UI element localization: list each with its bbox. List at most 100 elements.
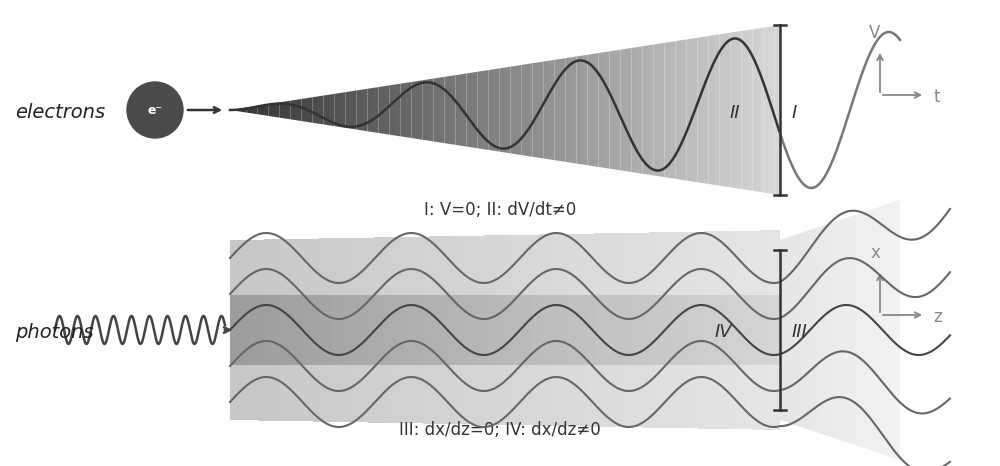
Polygon shape — [597, 295, 606, 365]
Polygon shape — [753, 295, 762, 365]
Polygon shape — [258, 295, 267, 365]
Polygon shape — [747, 29, 753, 191]
Polygon shape — [626, 48, 632, 172]
Polygon shape — [798, 233, 801, 427]
Polygon shape — [318, 96, 324, 124]
Polygon shape — [532, 295, 542, 365]
Polygon shape — [753, 28, 758, 192]
Polygon shape — [409, 237, 416, 423]
Polygon shape — [846, 217, 849, 443]
Polygon shape — [698, 37, 703, 183]
Polygon shape — [843, 218, 846, 442]
Polygon shape — [601, 233, 608, 427]
Polygon shape — [263, 104, 268, 116]
Polygon shape — [368, 295, 377, 365]
Polygon shape — [450, 295, 459, 365]
Polygon shape — [491, 235, 498, 425]
Polygon shape — [384, 85, 390, 135]
Polygon shape — [230, 295, 239, 365]
Polygon shape — [656, 232, 663, 428]
Polygon shape — [677, 232, 684, 428]
Polygon shape — [882, 205, 885, 455]
Polygon shape — [581, 233, 588, 426]
Polygon shape — [739, 231, 746, 429]
Text: V: V — [869, 24, 881, 42]
Polygon shape — [349, 295, 358, 365]
Polygon shape — [466, 73, 472, 147]
Polygon shape — [804, 231, 807, 429]
Polygon shape — [686, 39, 692, 181]
Polygon shape — [663, 232, 670, 428]
Polygon shape — [560, 58, 566, 162]
Polygon shape — [648, 45, 654, 176]
Polygon shape — [551, 295, 560, 365]
Polygon shape — [334, 93, 340, 127]
Polygon shape — [258, 240, 264, 420]
Polygon shape — [554, 59, 560, 161]
Polygon shape — [271, 239, 278, 421]
Polygon shape — [378, 86, 384, 134]
Polygon shape — [816, 227, 819, 433]
Polygon shape — [519, 235, 526, 425]
Polygon shape — [553, 234, 560, 426]
Polygon shape — [374, 237, 381, 423]
Polygon shape — [340, 295, 349, 365]
Polygon shape — [873, 208, 876, 452]
Polygon shape — [296, 99, 302, 121]
Polygon shape — [478, 295, 487, 365]
Polygon shape — [661, 295, 670, 365]
Polygon shape — [588, 295, 597, 365]
Polygon shape — [484, 235, 491, 425]
Polygon shape — [487, 295, 496, 365]
Polygon shape — [831, 222, 834, 438]
Polygon shape — [567, 234, 574, 426]
Polygon shape — [888, 203, 891, 457]
Polygon shape — [526, 234, 532, 425]
Polygon shape — [569, 295, 578, 365]
Polygon shape — [732, 231, 739, 429]
Polygon shape — [294, 295, 303, 365]
Polygon shape — [608, 233, 615, 427]
Polygon shape — [230, 240, 237, 420]
Polygon shape — [736, 31, 742, 189]
Polygon shape — [285, 101, 290, 119]
Polygon shape — [406, 82, 412, 138]
Polygon shape — [516, 65, 522, 155]
Polygon shape — [381, 237, 388, 423]
Polygon shape — [538, 62, 544, 158]
Polygon shape — [333, 238, 340, 422]
Polygon shape — [395, 84, 400, 137]
Polygon shape — [422, 237, 429, 424]
Polygon shape — [267, 295, 276, 365]
Polygon shape — [302, 98, 307, 122]
Polygon shape — [867, 210, 870, 450]
Polygon shape — [441, 295, 450, 365]
Polygon shape — [354, 238, 361, 422]
Polygon shape — [312, 295, 322, 365]
Polygon shape — [670, 295, 679, 365]
Polygon shape — [523, 295, 532, 365]
Polygon shape — [299, 239, 306, 421]
Polygon shape — [582, 55, 588, 165]
Polygon shape — [456, 74, 461, 146]
Polygon shape — [837, 220, 840, 440]
Text: IV: IV — [715, 323, 733, 341]
Polygon shape — [478, 235, 484, 425]
Polygon shape — [758, 27, 764, 192]
Polygon shape — [505, 295, 514, 365]
Polygon shape — [578, 295, 588, 365]
Polygon shape — [858, 213, 861, 447]
Polygon shape — [505, 67, 511, 153]
Polygon shape — [855, 214, 858, 446]
Polygon shape — [624, 295, 633, 365]
Polygon shape — [351, 90, 356, 130]
Polygon shape — [762, 295, 771, 365]
Polygon shape — [828, 223, 831, 437]
Polygon shape — [743, 295, 753, 365]
Text: II: II — [730, 104, 740, 122]
Polygon shape — [276, 295, 285, 365]
Polygon shape — [708, 35, 714, 185]
Polygon shape — [241, 108, 246, 113]
Polygon shape — [471, 236, 478, 425]
Polygon shape — [362, 89, 368, 131]
